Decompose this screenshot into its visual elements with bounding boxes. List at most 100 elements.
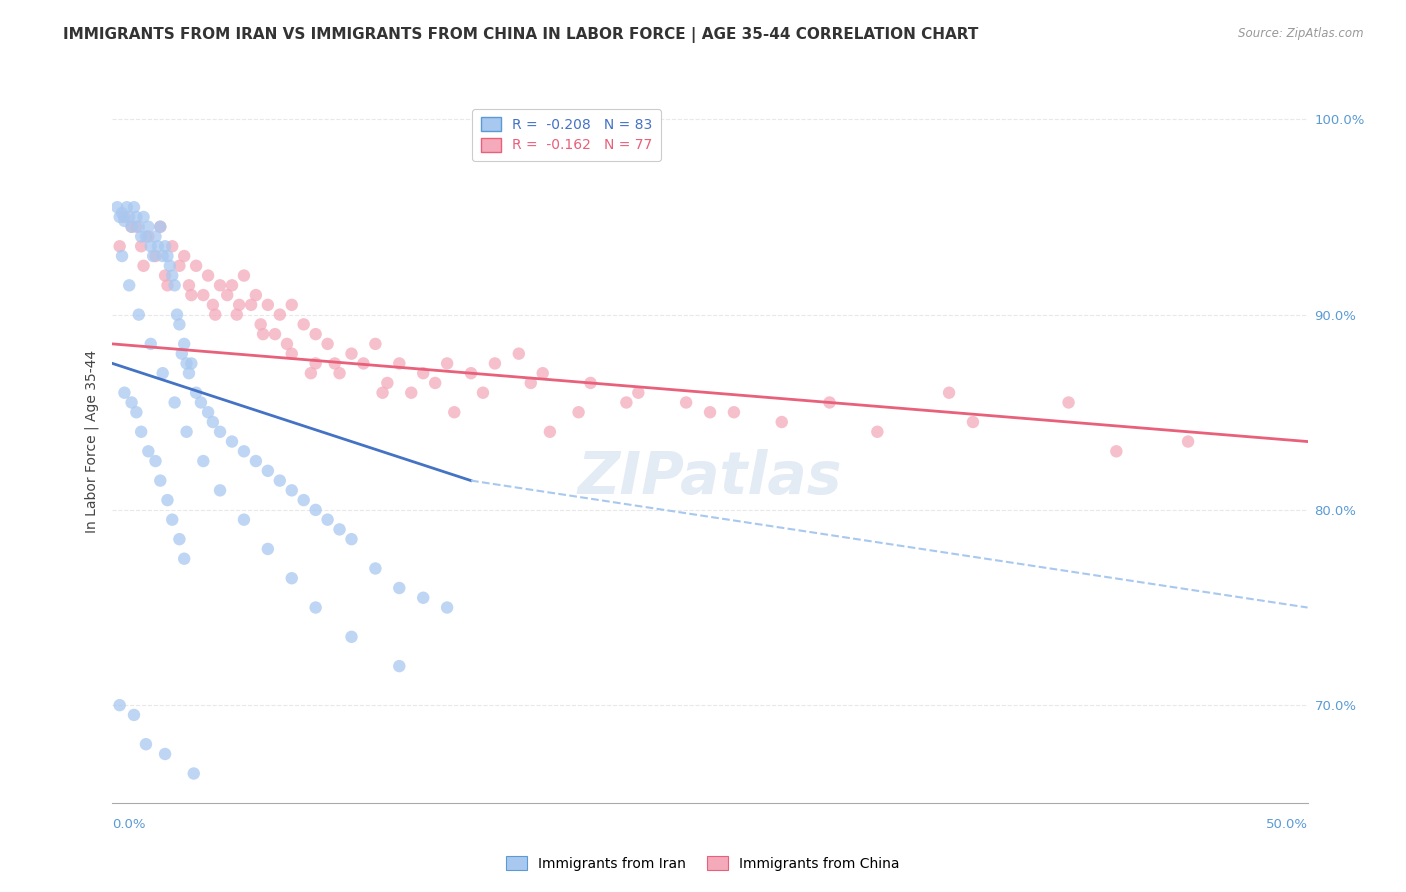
Text: 50.0%: 50.0%	[1265, 819, 1308, 831]
Point	[138, 219, 160, 234]
Point	[281, 298, 304, 312]
Point	[249, 318, 271, 332]
Point	[173, 337, 195, 351]
Point	[201, 415, 224, 429]
Point	[233, 444, 256, 458]
Point	[364, 337, 387, 351]
Point	[146, 239, 169, 253]
Point	[114, 385, 135, 400]
Point	[186, 259, 208, 273]
Point	[401, 385, 423, 400]
Point	[122, 707, 145, 722]
Point	[121, 219, 143, 234]
Point	[269, 474, 291, 488]
Point	[538, 425, 561, 439]
Point	[252, 327, 274, 342]
Point	[166, 308, 188, 322]
Point	[316, 337, 339, 351]
Point	[118, 210, 141, 224]
Point	[770, 415, 793, 429]
Point	[197, 405, 219, 419]
Point	[388, 581, 411, 595]
Point	[866, 425, 889, 439]
Point	[177, 278, 200, 293]
Text: IMMIGRANTS FROM IRAN VS IMMIGRANTS FROM CHINA IN LABOR FORCE | AGE 35-44 CORRELA: IMMIGRANTS FROM IRAN VS IMMIGRANTS FROM …	[63, 27, 979, 43]
Point	[125, 219, 148, 234]
Point	[129, 425, 152, 439]
Point	[190, 395, 212, 409]
Point	[193, 288, 215, 302]
Point	[938, 385, 960, 400]
Point	[1105, 444, 1128, 458]
Point	[508, 346, 530, 360]
Point	[145, 249, 167, 263]
Text: 0.0%: 0.0%	[112, 819, 146, 831]
Text: Source: ZipAtlas.com: Source: ZipAtlas.com	[1239, 27, 1364, 40]
Point	[675, 395, 697, 409]
Point	[138, 229, 160, 244]
Point	[177, 366, 200, 380]
Point	[153, 239, 176, 253]
Point	[305, 356, 328, 370]
Point	[257, 298, 280, 312]
Point	[281, 483, 304, 498]
Point	[108, 210, 131, 224]
Point	[105, 200, 128, 214]
Point	[329, 523, 352, 537]
Point	[209, 278, 232, 293]
Point	[281, 571, 304, 585]
Point	[173, 249, 195, 263]
Point	[353, 356, 375, 370]
Point	[139, 239, 162, 253]
Point	[108, 239, 131, 253]
Point	[340, 630, 363, 644]
Point	[412, 366, 434, 380]
Point	[364, 561, 387, 575]
Point	[305, 600, 328, 615]
Point	[162, 268, 183, 283]
Point	[132, 259, 155, 273]
Point	[128, 219, 150, 234]
Point	[484, 356, 506, 370]
Point	[138, 444, 160, 458]
Point	[627, 385, 650, 400]
Point	[371, 385, 394, 400]
Point	[111, 206, 134, 220]
Point	[616, 395, 638, 409]
Point	[201, 298, 224, 312]
Point	[129, 229, 152, 244]
Point	[153, 268, 176, 283]
Point	[132, 210, 155, 224]
Point	[723, 405, 745, 419]
Point	[377, 376, 399, 390]
Point	[209, 425, 232, 439]
Text: ZIPatlas: ZIPatlas	[578, 450, 842, 506]
Point	[108, 698, 131, 713]
Point	[257, 541, 280, 556]
Point	[156, 249, 179, 263]
Point	[443, 405, 465, 419]
Point	[114, 214, 135, 228]
Point	[1057, 395, 1080, 409]
Point	[388, 356, 411, 370]
Point	[118, 278, 141, 293]
Legend: Immigrants from Iran, Immigrants from China: Immigrants from Iran, Immigrants from Ch…	[501, 850, 905, 876]
Point	[388, 659, 411, 673]
Point	[114, 210, 135, 224]
Point	[180, 288, 202, 302]
Point	[1177, 434, 1199, 449]
Point	[111, 249, 134, 263]
Point	[156, 493, 179, 508]
Point	[233, 513, 256, 527]
Point	[245, 454, 267, 468]
Point	[170, 346, 193, 360]
Point	[149, 474, 172, 488]
Point	[169, 259, 191, 273]
Point	[257, 464, 280, 478]
Point	[281, 346, 304, 360]
Point	[292, 318, 315, 332]
Point	[152, 366, 174, 380]
Point	[579, 376, 602, 390]
Point	[436, 600, 458, 615]
Point	[186, 385, 208, 400]
